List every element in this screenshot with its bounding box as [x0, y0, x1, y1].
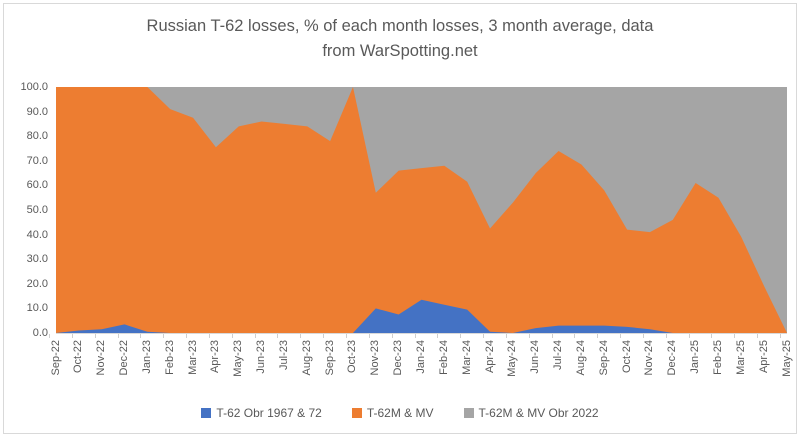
x-axis-tick-mark [780, 334, 781, 338]
x-axis-tick-mark [597, 334, 599, 338]
x-axis-label: Nov-24 [643, 340, 656, 376]
x-axis-tick-mark [117, 334, 119, 338]
x-axis-label: Aug-23 [300, 340, 313, 376]
x-axis-label: Feb-24 [437, 340, 450, 375]
y-axis-tick-label: 10.0 [26, 302, 48, 315]
x-axis-label: Jan-25 [689, 340, 702, 374]
x-axis-label: Nov-23 [369, 340, 382, 376]
y-axis-tick-label: 50.0 [26, 204, 48, 216]
x-axis-tick-mark [437, 334, 439, 338]
legend-label: T-62M & MV [366, 406, 434, 420]
x-axis-tick-mark [460, 334, 462, 338]
x-axis-tick-mark [620, 334, 622, 338]
x-axis-tick-mark [323, 334, 325, 338]
x-axis-tick-mark [688, 334, 690, 338]
x-axis-label: Dec-22 [118, 340, 131, 376]
x-axis-tick-mark [551, 334, 553, 338]
x-axis-tick-mark [391, 334, 393, 338]
x-axis-label: Jan-23 [140, 340, 153, 374]
legend-swatch-icon [201, 408, 212, 418]
x-axis-tick-mark [505, 334, 507, 338]
x-axis-tick-mark [528, 334, 530, 338]
x-axis-label: Dec-24 [666, 340, 679, 376]
legend-label: T-62M & MV Obr 2022 [478, 406, 599, 420]
y-axis-tick-label: 20.0 [26, 277, 48, 290]
x-axis-label: Sep-22 [49, 340, 62, 376]
x-axis-label: Jan-24 [415, 340, 427, 374]
x-axis-label: Oct-24 [620, 340, 633, 374]
x-axis-tick-mark [483, 334, 485, 338]
x-axis-tick-mark [254, 334, 256, 338]
y-axis-tick-label: 70.0 [26, 154, 48, 167]
x-axis-label: Sep-23 [323, 340, 336, 376]
x-axis-label: Feb-23 [163, 340, 176, 375]
x-axis-tick-mark [163, 334, 165, 338]
x-axis-label: Aug-24 [574, 340, 587, 376]
legend-swatch-icon [463, 408, 474, 418]
x-axis-label: Mar-23 [186, 340, 199, 375]
x-axis-tick-mark [345, 334, 347, 338]
x-axis-tick-mark [734, 334, 736, 338]
chart-title-line-2: from WarSpotting.net [322, 42, 478, 60]
x-axis-tick-mark [94, 334, 96, 338]
legend: T-62 Obr 1967 & 72 T-62M & MV T-62M & MV O… [0, 404, 800, 422]
x-axis-line [56, 333, 787, 334]
x-axis-label: Sep-24 [597, 340, 610, 376]
x-axis-tick-mark [368, 334, 370, 338]
legend-item-t-62-obr-1967-72: T-62 Obr 1967 & 72 [201, 406, 322, 420]
legend-item-t-62m-mv: T-62M & MV [351, 406, 434, 420]
x-axis-tick-mark [300, 334, 302, 338]
y-axis-tick-label: 40.0 [26, 228, 48, 241]
x-axis-label: May-23 [232, 340, 245, 377]
x-axis-tick-mark [574, 334, 576, 338]
x-axis-tick-mark [757, 334, 759, 338]
x-axis-tick-mark [414, 334, 416, 338]
x-axis-tick-mark [208, 334, 210, 338]
x-axis-tick-mark [186, 334, 188, 338]
x-axis-tick-mark [49, 334, 50, 338]
y-axis-tick-label: 0.0 [32, 327, 48, 339]
x-axis-label: Jun-24 [529, 340, 542, 374]
series-area-t-62-obr-1967-72 [56, 299, 787, 333]
x-axis-label: May-25 [780, 340, 793, 377]
x-axis-label: Nov-22 [95, 340, 108, 376]
x-axis-label: Oct-22 [72, 340, 85, 374]
y-axis-tick-label: 90.0 [26, 105, 48, 118]
y-axis-tick-label: 30.0 [26, 253, 48, 266]
x-axis-tick-mark [277, 334, 279, 338]
x-axis-label: Mar-25 [734, 340, 747, 375]
x-axis-tick-mark [642, 334, 644, 338]
legend-swatch-icon [351, 408, 362, 418]
x-axis-label: Feb-25 [711, 340, 724, 375]
x-axis-label: Jun-23 [255, 340, 268, 374]
x-axis-tick-mark [711, 334, 713, 338]
x-axis-tick-mark [140, 334, 142, 338]
x-axis-label: Apr-24 [483, 340, 496, 374]
x-axis-tick-mark [231, 334, 233, 338]
x-axis-label: Jul-23 [277, 340, 290, 370]
x-axis-label: Jul-24 [552, 340, 565, 370]
x-axis-label: Oct-23 [346, 340, 359, 374]
x-axis-label: Apr-23 [209, 340, 222, 374]
x-axis-label: Dec-23 [392, 340, 405, 376]
chart-title-line-1: Russian T-62 losses, % of each month los… [146, 17, 654, 35]
x-axis-label: May-24 [506, 340, 519, 377]
y-axis-tick-label: 60.0 [26, 179, 48, 192]
legend-item-t-62m-mv-obr-2022: T-62M & MV Obr 2022 [463, 406, 599, 420]
chart-title: Russian T-62 losses, % of each month los… [0, 14, 800, 64]
y-axis-tick-label: 100.0 [20, 81, 48, 93]
x-axis-tick-mark [665, 334, 667, 338]
series-area-t-62m-mv [56, 87, 787, 333]
x-axis-tick-mark [71, 334, 73, 338]
y-axis-tick-label: 80.0 [26, 130, 48, 143]
x-axis-label: Mar-24 [460, 340, 473, 375]
legend-label: T-62 Obr 1967 & 72 [216, 406, 322, 420]
stacked-area-plot [56, 87, 787, 333]
x-axis-label: Apr-25 [757, 340, 770, 374]
chart-frame [3, 3, 797, 434]
